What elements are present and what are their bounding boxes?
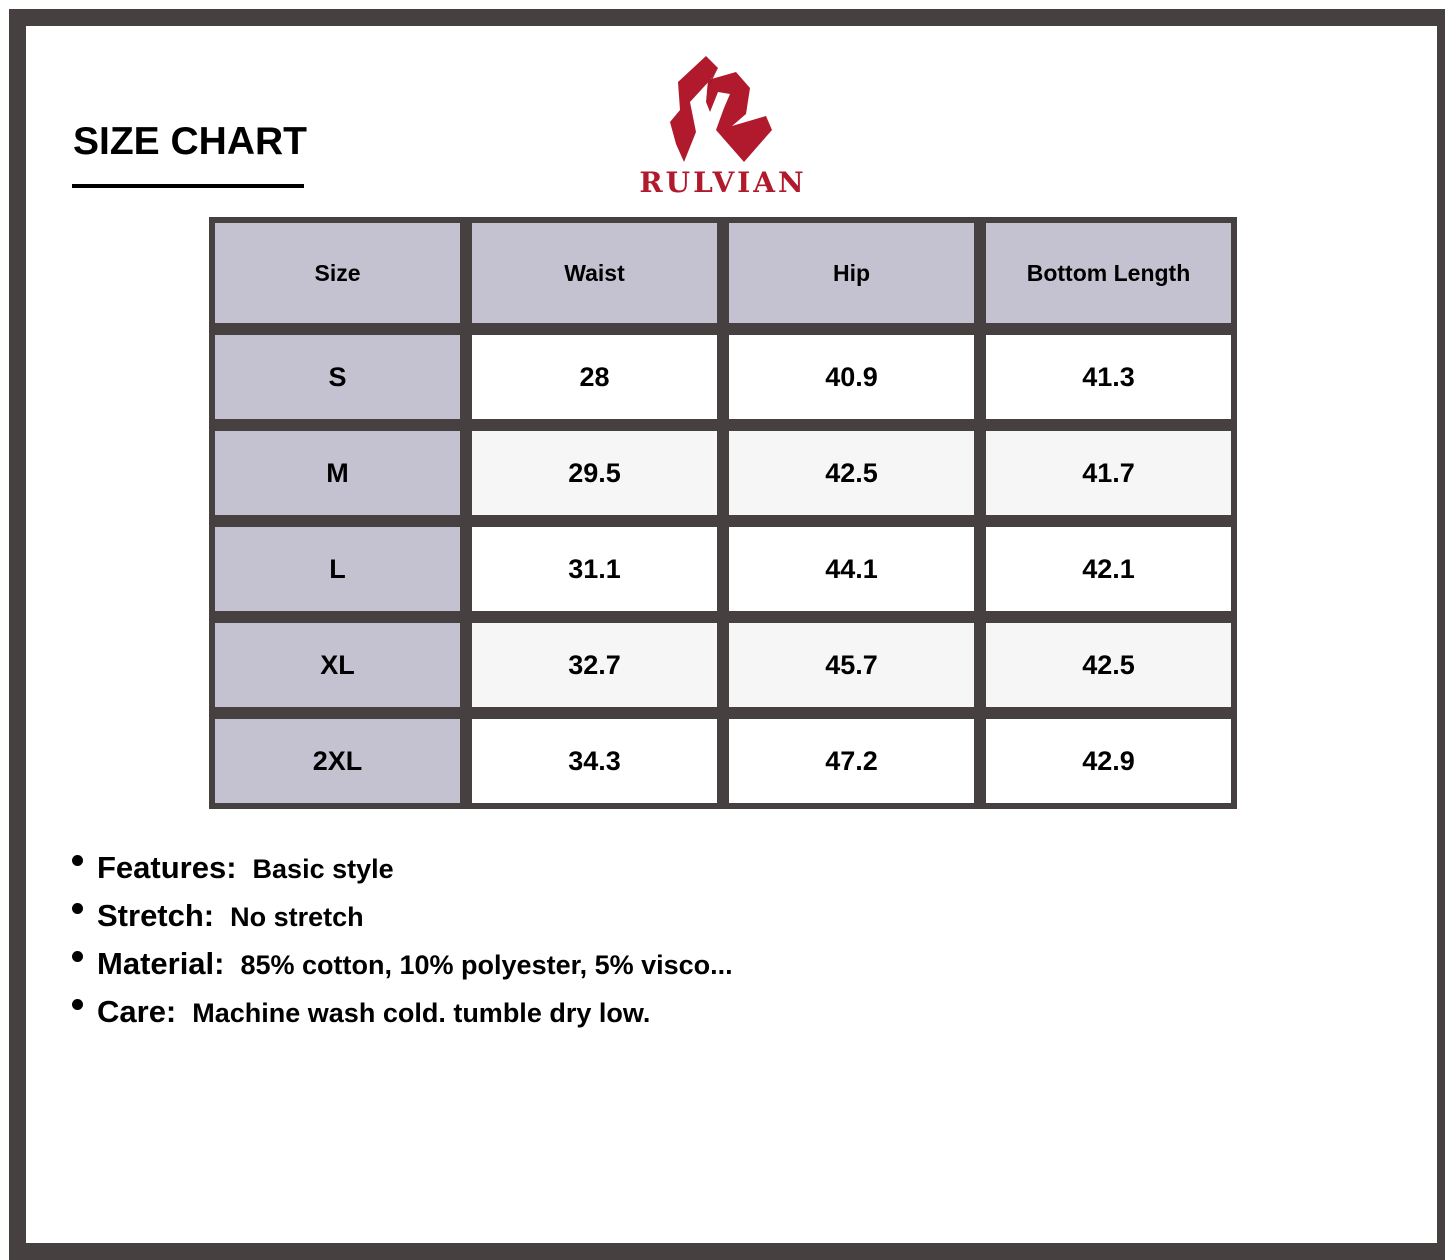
size-cell: L bbox=[215, 527, 460, 611]
bottom-length-cell: 42.9 bbox=[986, 719, 1231, 803]
brand-name: RULVIAN bbox=[639, 166, 807, 199]
spec-value: No stretch bbox=[230, 902, 364, 932]
spec-label: Features: bbox=[97, 850, 237, 885]
brand-logo-icon bbox=[670, 56, 772, 162]
header-hip: Hip bbox=[729, 223, 974, 323]
bottom-length-cell: 41.3 bbox=[986, 335, 1231, 419]
title-underline bbox=[72, 184, 304, 188]
spec-label: Stretch: bbox=[97, 898, 215, 933]
spec-care: Care: Machine wash cold. tumble dry low. bbox=[72, 994, 733, 1042]
hip-cell: 45.7 bbox=[729, 623, 974, 707]
spec-value: 85% cotton, 10% polyester, 5% visco... bbox=[240, 950, 733, 980]
spec-value: Machine wash cold. tumble dry low. bbox=[192, 998, 651, 1028]
spec-material: Material: 85% cotton, 10% polyester, 5% … bbox=[72, 946, 733, 994]
bottom-length-cell: 41.7 bbox=[986, 431, 1231, 515]
size-table: Size Waist Hip Bottom Length S 28 40.9 4… bbox=[209, 217, 1237, 809]
hip-cell: 44.1 bbox=[729, 527, 974, 611]
waist-cell: 34.3 bbox=[472, 719, 717, 803]
hip-cell: 42.5 bbox=[729, 431, 974, 515]
bullet-icon bbox=[72, 903, 83, 914]
waist-cell: 31.1 bbox=[472, 527, 717, 611]
size-cell: XL bbox=[215, 623, 460, 707]
header-size: Size bbox=[215, 223, 460, 323]
waist-cell: 28 bbox=[472, 335, 717, 419]
bullet-icon bbox=[72, 999, 83, 1010]
bottom-length-cell: 42.5 bbox=[986, 623, 1231, 707]
spec-stretch: Stretch: No stretch bbox=[72, 898, 733, 946]
spec-features: Features: Basic style bbox=[72, 850, 733, 898]
bottom-length-cell: 42.1 bbox=[986, 527, 1231, 611]
spec-label: Care: bbox=[97, 994, 177, 1029]
hip-cell: 40.9 bbox=[729, 335, 974, 419]
header-bottom-length: Bottom Length bbox=[986, 223, 1231, 323]
header-waist: Waist bbox=[472, 223, 717, 323]
waist-cell: 32.7 bbox=[472, 623, 717, 707]
page-title: SIZE CHART bbox=[73, 120, 307, 163]
size-cell: M bbox=[215, 431, 460, 515]
size-cell: S bbox=[215, 335, 460, 419]
spec-value: Basic style bbox=[252, 854, 394, 884]
bullet-icon bbox=[72, 951, 83, 962]
waist-cell: 29.5 bbox=[472, 431, 717, 515]
spec-list: Features: Basic style Stretch: No stretc… bbox=[72, 850, 733, 1042]
spec-label: Material: bbox=[97, 946, 225, 981]
bullet-icon bbox=[72, 855, 83, 866]
hip-cell: 47.2 bbox=[729, 719, 974, 803]
size-cell: 2XL bbox=[215, 719, 460, 803]
